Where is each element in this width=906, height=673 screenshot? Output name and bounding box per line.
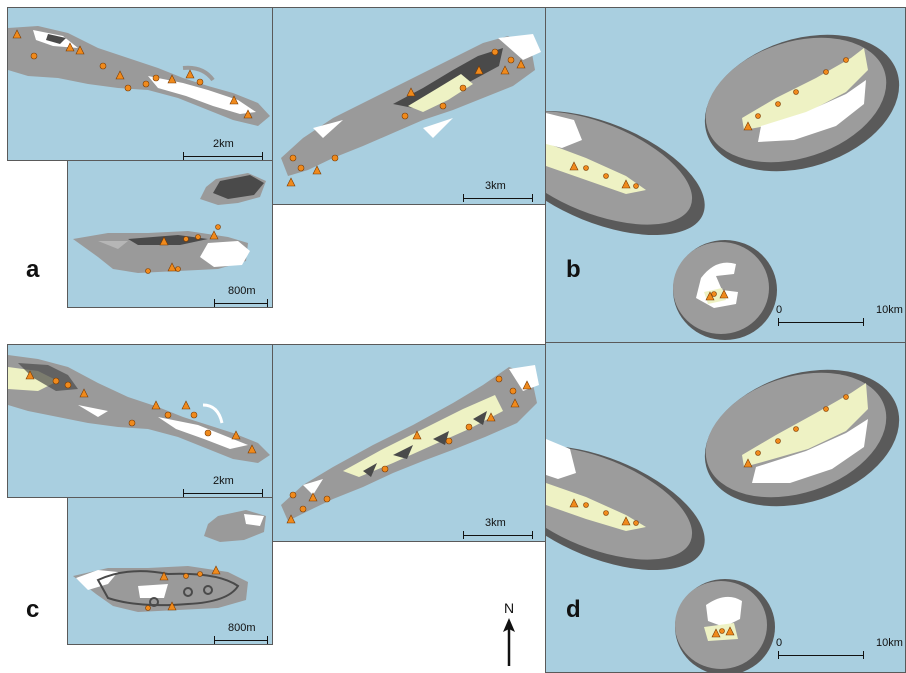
island-map-c-top: [8, 355, 270, 463]
scale-line: [214, 636, 268, 644]
sample-markers: [286, 375, 532, 524]
scale-label: 800m: [228, 622, 256, 634]
scale-line: [183, 152, 263, 160]
scale-label: 3km: [485, 180, 506, 192]
map-panel-c-small: 800m: [67, 497, 273, 645]
scale-label: 800m: [228, 285, 256, 297]
map-panel-a-top: 2km: [7, 7, 273, 161]
panel-label-d: d: [566, 596, 581, 623]
sample-markers: [25, 370, 257, 454]
scale-label-max: 10km: [876, 304, 903, 316]
scale-label-zero: 0: [776, 637, 783, 649]
sample-markers: [145, 224, 221, 274]
scale-line: [463, 531, 533, 539]
scale-line: [463, 194, 533, 202]
island-map-a-small: [73, 173, 266, 274]
sample-markers: [12, 29, 253, 119]
scale-label: 2km: [213, 475, 234, 487]
map-panel-a-mid: 3km: [272, 7, 546, 205]
scale-line: [214, 299, 268, 307]
map-panel-c-top: 2km: [7, 344, 273, 498]
map-panel-d: 0 10km: [545, 342, 906, 673]
buffer-map-d: [546, 369, 900, 672]
island-map-a-top: [8, 26, 270, 126]
north-arrow-label: N: [503, 600, 515, 616]
island-map-c-small: [73, 510, 266, 612]
scale-label-zero: 0: [776, 304, 783, 316]
island-map-a-mid: [281, 34, 541, 187]
panel-label-a: a: [26, 256, 40, 283]
map-panel-a-small: 800m: [67, 160, 273, 308]
sample-markers: [145, 565, 221, 611]
sample-markers: [569, 57, 849, 301]
scale-line: [778, 651, 864, 659]
island-map-c-mid: [281, 365, 539, 524]
map-panel-c-mid: 3km: [272, 344, 546, 542]
scale-label: 3km: [485, 517, 506, 529]
map-panel-b: 0 10km: [545, 7, 906, 343]
sample-markers: [569, 394, 849, 638]
buffer-map-b: [546, 34, 900, 340]
north-arrow: N: [501, 600, 517, 668]
scale-label: 2km: [213, 138, 234, 150]
panel-label-b: b: [566, 256, 581, 283]
scale-label-max: 10km: [876, 637, 903, 649]
panel-label-c: c: [26, 596, 40, 623]
sample-markers: [286, 48, 526, 187]
scale-line: [778, 318, 864, 326]
scale-line: [183, 489, 263, 497]
north-arrow-icon: [503, 618, 515, 666]
